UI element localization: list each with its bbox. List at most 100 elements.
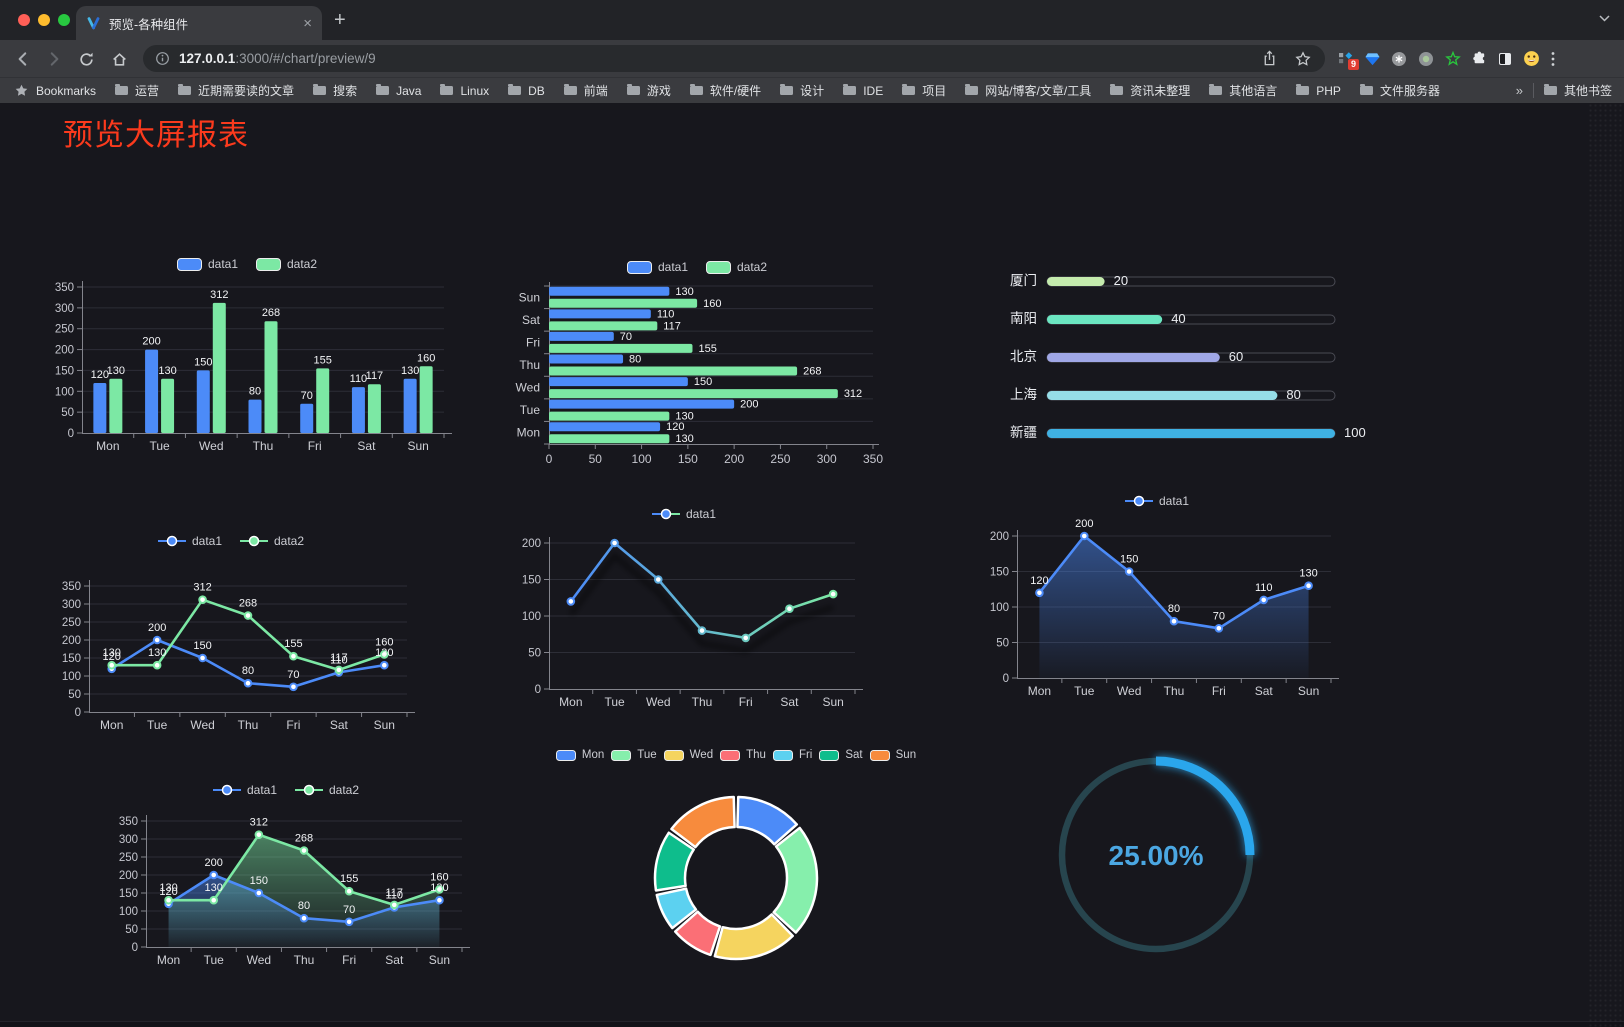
- bookmark-item[interactable]: DB: [508, 83, 545, 98]
- marker: [209, 870, 219, 880]
- bookmark-item[interactable]: 软件/硬件: [689, 82, 761, 99]
- bookmark-item[interactable]: IDE: [843, 83, 883, 98]
- extension-split-square-icon[interactable]: [1498, 52, 1512, 66]
- bookmark-item[interactable]: 项目: [902, 82, 946, 99]
- home-button[interactable]: [108, 49, 130, 69]
- bookmark-item[interactable]: PHP: [1296, 83, 1341, 98]
- browser-menu-kebab-icon[interactable]: [1551, 51, 1555, 67]
- bar-data1: [549, 309, 651, 319]
- bookmark-manager-item[interactable]: Bookmarks: [14, 83, 96, 98]
- bar-data1: [93, 382, 107, 433]
- legend-label: Tue: [637, 749, 657, 761]
- data-label: 312: [250, 817, 268, 829]
- bookmark-label: DB: [528, 83, 545, 98]
- extension-dot-circle-icon[interactable]: [1418, 51, 1434, 67]
- legend-item[interactable]: Wed: [663, 749, 713, 761]
- x-tick-label: Fri: [308, 439, 322, 453]
- legend-item[interactable]: Sun: [869, 749, 916, 761]
- bookmark-star-icon[interactable]: [1295, 50, 1311, 67]
- data-label: 110: [1255, 582, 1273, 594]
- other-bookmarks-item[interactable]: 其他书签: [1543, 82, 1612, 99]
- category-label: Thu: [519, 358, 540, 372]
- legend-item[interactable]: data1: [651, 507, 716, 521]
- x-tick-label: Fri: [286, 718, 300, 732]
- bookmark-item[interactable]: 搜索: [313, 82, 357, 99]
- chart-legend: data1 data2: [100, 779, 472, 801]
- bookmark-item[interactable]: 运营: [115, 82, 159, 99]
- extension-gem-icon[interactable]: [1365, 52, 1380, 66]
- tab-close-icon[interactable]: ×: [303, 14, 312, 32]
- back-button[interactable]: [12, 49, 34, 69]
- url-text: 127.0.0.1:3000/#/chart/preview/9: [179, 51, 376, 66]
- legend-item[interactable]: Mon: [555, 749, 604, 761]
- line-series-data1: [569, 541, 835, 640]
- bookmark-item[interactable]: Java: [376, 83, 421, 98]
- donut-segment-Sat: [653, 831, 695, 892]
- bookmark-item[interactable]: 其他语言: [1209, 82, 1277, 99]
- y-tick-label: 300: [119, 834, 138, 846]
- bookmark-item[interactable]: 网站/博客/文章/工具: [965, 82, 1091, 99]
- share-icon[interactable]: [1262, 50, 1277, 67]
- legend-item[interactable]: Fri: [772, 749, 812, 761]
- bookmark-item[interactable]: 文件服务器: [1359, 82, 1440, 99]
- category-label: Fri: [526, 335, 540, 349]
- data-label: 120: [666, 421, 684, 433]
- bookmark-item[interactable]: 游戏: [626, 82, 671, 99]
- data-label: 268: [262, 307, 280, 319]
- legend-item[interactable]: data2: [256, 257, 317, 271]
- tab-search-chevron-icon[interactable]: [1599, 15, 1610, 22]
- browser-tab[interactable]: 预览-各种组件 ×: [76, 6, 322, 40]
- legend-item[interactable]: data2: [240, 534, 304, 548]
- extension-green-star-icon[interactable]: [1445, 50, 1461, 67]
- legend-item[interactable]: data1: [176, 257, 238, 271]
- bar-data1: [300, 403, 314, 433]
- extension-emoji-icon[interactable]: [1523, 50, 1540, 67]
- bookmark-item[interactable]: Linux: [440, 83, 489, 98]
- legend-item[interactable]: data1: [212, 783, 277, 797]
- window-zoom-button[interactable]: [58, 14, 70, 26]
- legend-label: data1: [207, 257, 238, 271]
- window-close-button[interactable]: [18, 14, 30, 26]
- legend-item[interactable]: data2: [295, 783, 359, 797]
- y-tick-label: 0: [1003, 673, 1009, 685]
- bookmark-label: 搜索: [333, 84, 358, 98]
- data-label: 120: [91, 369, 109, 381]
- extension-devtools-icon[interactable]: 9: [1338, 51, 1359, 70]
- marker: [344, 917, 354, 927]
- x-tick-label: Thu: [238, 718, 259, 732]
- new-tab-button[interactable]: +: [334, 9, 346, 31]
- marker: [610, 538, 619, 548]
- address-bar[interactable]: 127.0.0.1:3000/#/chart/preview/9: [143, 45, 1325, 72]
- extensions-puzzle-icon[interactable]: [1472, 51, 1487, 66]
- legend-item[interactable]: data1: [626, 260, 688, 274]
- extension-asterisk-icon[interactable]: [1391, 51, 1407, 67]
- data-label: 130: [401, 365, 419, 377]
- window-minimize-button[interactable]: [38, 14, 50, 26]
- legend-item[interactable]: data1: [1124, 494, 1189, 508]
- folder-icon: [1296, 83, 1310, 95]
- legend-item[interactable]: Tue: [611, 749, 657, 761]
- y-tick-label: 0: [75, 707, 81, 719]
- bookmark-item[interactable]: 资讯未整理: [1110, 82, 1190, 99]
- data-label: 80: [242, 665, 254, 677]
- reload-button[interactable]: [75, 49, 97, 69]
- y-tick-label: 200: [55, 345, 74, 357]
- legend-item[interactable]: Sat: [819, 749, 863, 761]
- site-info-icon[interactable]: [155, 51, 170, 66]
- bookmark-item[interactable]: 设计: [780, 82, 824, 99]
- gauge-value-label: 25.00%: [1109, 840, 1204, 871]
- data-label: 160: [417, 352, 435, 364]
- legend-item[interactable]: data2: [706, 260, 767, 274]
- bookmark-item[interactable]: 近期需要读的文章: [178, 82, 294, 99]
- bookmark-item[interactable]: 前端: [563, 82, 608, 99]
- data-label: 70: [287, 669, 299, 681]
- chart-area-single: data1 0 50 100 150 200 Mon Tue Wed Thu Fri Sat Sun 12…: [973, 490, 1341, 698]
- legend-item[interactable]: Thu: [720, 749, 766, 761]
- data-label: 110: [657, 308, 675, 320]
- x-tick-label: Thu: [294, 953, 315, 967]
- forward-button[interactable]: [43, 49, 65, 69]
- bookmarks-overflow-chevron[interactable]: »: [1515, 83, 1523, 98]
- legend-item[interactable]: data1: [157, 534, 222, 548]
- bookmark-label: 近期需要读的文章: [198, 84, 295, 98]
- x-tick-label: Sun: [407, 439, 428, 453]
